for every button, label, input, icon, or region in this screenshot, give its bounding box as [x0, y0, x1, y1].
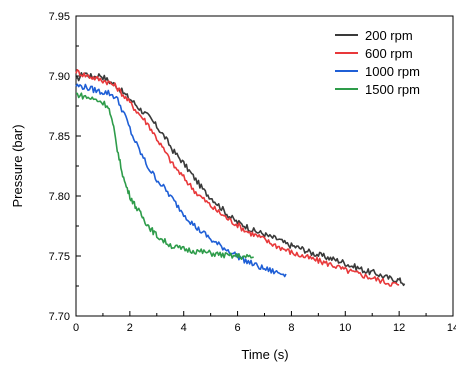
series-line-1000-rpm	[75, 83, 287, 278]
series-line-600-rpm	[75, 69, 400, 287]
y-tick-label: 7.95	[49, 11, 70, 23]
x-axis: 0 2 4 6 8 10 12 14	[73, 311, 456, 334]
series-line-200-rpm	[75, 72, 406, 287]
y-tick-label: 7.90	[49, 71, 70, 83]
legend-label: 1000 rpm	[365, 64, 420, 79]
y-tick-label: 7.85	[49, 131, 70, 143]
plot-border	[75, 15, 454, 317]
legend-label: 1500 rpm	[365, 82, 420, 97]
x-tick-label: 10	[339, 322, 351, 334]
x-tick-label: 8	[288, 322, 294, 334]
y-tick-label: 7.70	[49, 311, 70, 323]
y-tick-label: 7.80	[49, 191, 70, 203]
x-tick-label: 14	[447, 322, 456, 334]
legend-label: 600 rpm	[365, 46, 413, 61]
legend: 200 rpm 600 rpm 1000 rpm 1500 rpm	[335, 28, 420, 97]
x-tick-label: 4	[181, 322, 187, 334]
y-axis-title: Pressure (bar)	[10, 124, 25, 207]
series-line-1500-rpm	[76, 92, 254, 261]
series-layer	[75, 69, 406, 287]
x-tick-label: 2	[127, 322, 133, 334]
legend-label: 200 rpm	[365, 28, 413, 43]
x-axis-title: Time (s)	[241, 347, 288, 362]
x-tick-label: 12	[393, 322, 405, 334]
x-tick-label: 0	[73, 322, 79, 334]
y-tick-label: 7.75	[49, 251, 70, 263]
y-axis: 7.70 7.75 7.80 7.85 7.90 7.95	[49, 11, 81, 323]
plot-frame	[75, 15, 454, 317]
x-tick-label: 6	[235, 322, 241, 334]
